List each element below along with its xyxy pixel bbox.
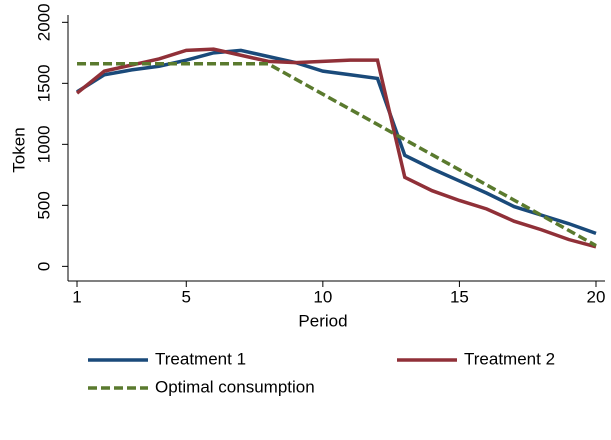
y-tick-label: 0 bbox=[34, 262, 53, 271]
legend-label: Treatment 2 bbox=[464, 349, 555, 368]
y-tick-label: 500 bbox=[34, 191, 53, 219]
x-tick-label: 20 bbox=[587, 287, 606, 306]
y-tick-label: 1500 bbox=[34, 64, 53, 102]
x-axis-label: Period bbox=[298, 311, 347, 330]
y-tick-label: 1000 bbox=[34, 125, 53, 163]
x-tick-label: 15 bbox=[450, 287, 469, 306]
series-line bbox=[75, 47, 597, 249]
legend-label: Optimal consumption bbox=[155, 377, 315, 396]
x-tick-label: 5 bbox=[182, 287, 191, 306]
x-tick-label: 10 bbox=[313, 287, 332, 306]
x-tick-label: 1 bbox=[72, 287, 81, 306]
series-line bbox=[77, 62, 597, 248]
y-tick-label: 2000 bbox=[34, 3, 53, 41]
series-line bbox=[76, 48, 597, 236]
y-axis-label: Token bbox=[9, 127, 28, 172]
legend-label: Treatment 1 bbox=[155, 349, 246, 368]
